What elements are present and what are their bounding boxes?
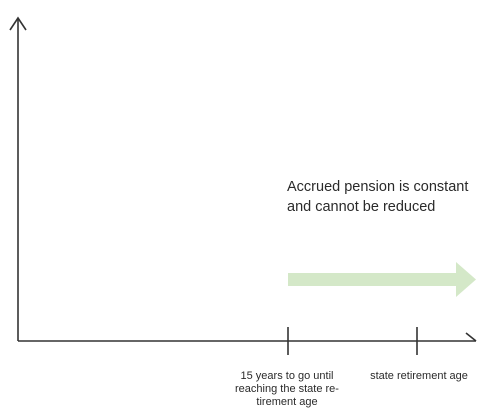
y-axis-arrowhead-icon	[9, 16, 27, 31]
x-axis	[18, 332, 477, 342]
tick-label-state-retirement-age: state retirement age	[370, 370, 468, 382]
constant-pension-arrowhead-icon	[456, 262, 476, 297]
accrued-pension-annotation: Accrued pension is constant and cannot b…	[287, 179, 469, 215]
tick-label-15-years: 15 years to go until reaching the state …	[235, 370, 339, 408]
constant-pension-arrow	[288, 262, 476, 297]
x-axis-arrowhead-icon	[465, 332, 477, 342]
y-axis	[9, 16, 27, 341]
